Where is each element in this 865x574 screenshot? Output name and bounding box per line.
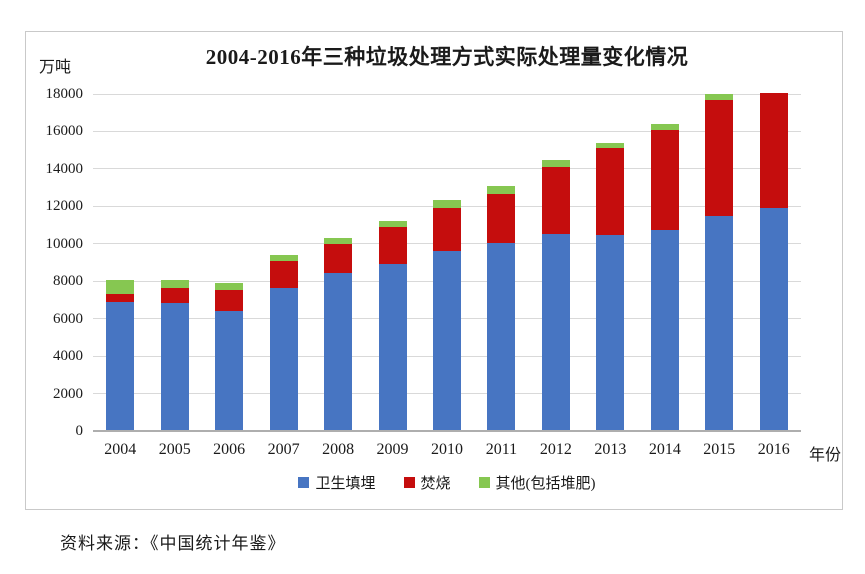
y-axis-unit-label: 万吨 — [39, 59, 72, 76]
bar-segment-2010 — [433, 207, 461, 252]
bar-2013 — [596, 142, 625, 431]
gridline — [93, 168, 801, 170]
bar-segment-2006 — [215, 311, 244, 431]
chart-title: 2004-2016年三种垃圾处理方式实际处理量变化情况 — [205, 45, 689, 69]
bar-segment-2008 — [324, 273, 353, 431]
legend-label: 其他(包括堆肥) — [495, 476, 596, 492]
bar-segment-2004 — [106, 302, 135, 431]
bar-2015 — [705, 93, 734, 431]
x-tick-label: 2007 — [267, 441, 300, 458]
bar-2004 — [106, 279, 135, 431]
bar-segment-2011 — [487, 185, 516, 194]
bar-segment-2014 — [650, 130, 679, 230]
bar-segment-2005 — [160, 287, 189, 303]
x-tick-label: 2012 — [539, 441, 572, 458]
bar-segment-2016 — [759, 208, 788, 431]
bar-segment-2010 — [433, 200, 461, 208]
bar-segment-2009 — [378, 226, 407, 265]
x-tick-label: 2014 — [648, 441, 681, 458]
bar-2008 — [324, 238, 353, 431]
bar-segment-2014 — [650, 124, 679, 131]
bar-segment-2009 — [378, 220, 407, 227]
bar-segment-2006 — [215, 283, 244, 290]
y-tick-label: 16000 — [45, 123, 84, 140]
bar-segment-2010 — [433, 251, 461, 431]
y-tick-label: 10000 — [45, 235, 84, 252]
legend-label: 卫生填埋 — [315, 476, 376, 492]
bar-segment-2011 — [487, 242, 516, 431]
gridline — [93, 93, 801, 95]
bar-2011 — [487, 185, 516, 431]
legend-marker-icon — [403, 477, 415, 488]
bar-2007 — [269, 254, 298, 431]
bar-segment-2015 — [705, 216, 734, 431]
bar-segment-2012 — [541, 234, 570, 431]
bar-segment-2008 — [324, 243, 353, 274]
bar-segment-2013 — [596, 142, 625, 148]
x-tick-label: 2008 — [322, 441, 355, 458]
plot-area: 0 2000 4000 6000 8000 10000 12000 14000 16000 180… — [46, 86, 842, 464]
bar-segment-2005 — [160, 280, 189, 288]
bar-2016 — [759, 93, 788, 431]
y-tick-label: 14000 — [45, 160, 84, 177]
bar-segment-2015 — [705, 93, 734, 101]
x-axis-title: 年份 — [809, 447, 842, 464]
bar-2005 — [160, 280, 189, 431]
x-tick-label: 2013 — [594, 441, 627, 458]
y-tick-label: 0 — [75, 423, 84, 439]
legend: 卫生填埋 焚烧 其他(包括堆肥) — [93, 472, 801, 493]
y-tick-label: 4000 — [53, 348, 83, 365]
x-tick-label: 2006 — [213, 441, 246, 458]
bar-segment-2004 — [106, 293, 135, 303]
bar-2012 — [541, 160, 570, 431]
x-tick-label: 2010 — [431, 441, 463, 458]
bar-2010 — [433, 200, 461, 431]
legend-label: 焚烧 — [420, 476, 451, 492]
bar-2009 — [378, 220, 407, 431]
x-tick-label: 2009 — [376, 441, 409, 458]
bar-segment-2015 — [705, 100, 734, 217]
x-tick-label: 2016 — [757, 441, 790, 458]
y-tick-label: 2000 — [53, 385, 83, 402]
legend-item: 卫生填埋 — [298, 472, 376, 493]
bar-segment-2012 — [541, 167, 570, 235]
x-axis-line — [93, 430, 801, 432]
source-note: 资料来源：《中国统计年鉴》 — [60, 534, 286, 553]
legend-item: 其他(包括堆肥) — [478, 472, 596, 493]
legend-item: 焚烧 — [403, 472, 451, 493]
y-tick-label: 12000 — [45, 198, 84, 215]
gridline — [93, 130, 801, 132]
y-tick-label: 8000 — [53, 273, 83, 290]
bar-segment-2006 — [215, 289, 244, 312]
chart-container: 2004-2016年三种垃圾处理方式实际处理量变化情况 万吨 0 2000 4000… — [25, 31, 843, 510]
y-tick-label: 18000 — [45, 86, 84, 102]
legend-marker-icon — [298, 477, 310, 488]
x-tick-label: 2015 — [703, 441, 736, 458]
x-tick-label: 2011 — [485, 441, 518, 458]
x-tick-label: 2004 — [104, 441, 137, 458]
bar-segment-2012 — [541, 160, 570, 168]
bar-segment-2005 — [160, 302, 189, 431]
bar-segment-2004 — [106, 279, 135, 294]
bar-segment-2013 — [596, 234, 625, 431]
bar-segment-2011 — [487, 193, 516, 243]
legend-marker-icon — [478, 477, 490, 488]
bar-segment-2007 — [269, 288, 298, 431]
bar-2006 — [215, 283, 244, 431]
bar-2014 — [650, 124, 679, 431]
bar-segment-2008 — [324, 238, 353, 244]
bar-segment-2013 — [596, 147, 625, 235]
bar-segment-2014 — [650, 229, 679, 431]
y-tick-label: 6000 — [53, 310, 83, 327]
bar-segment-2016 — [759, 93, 788, 209]
bar-segment-2007 — [269, 254, 298, 262]
bar-segment-2009 — [378, 264, 407, 431]
x-tick-label: 2005 — [158, 441, 191, 458]
bar-segment-2007 — [269, 261, 298, 289]
